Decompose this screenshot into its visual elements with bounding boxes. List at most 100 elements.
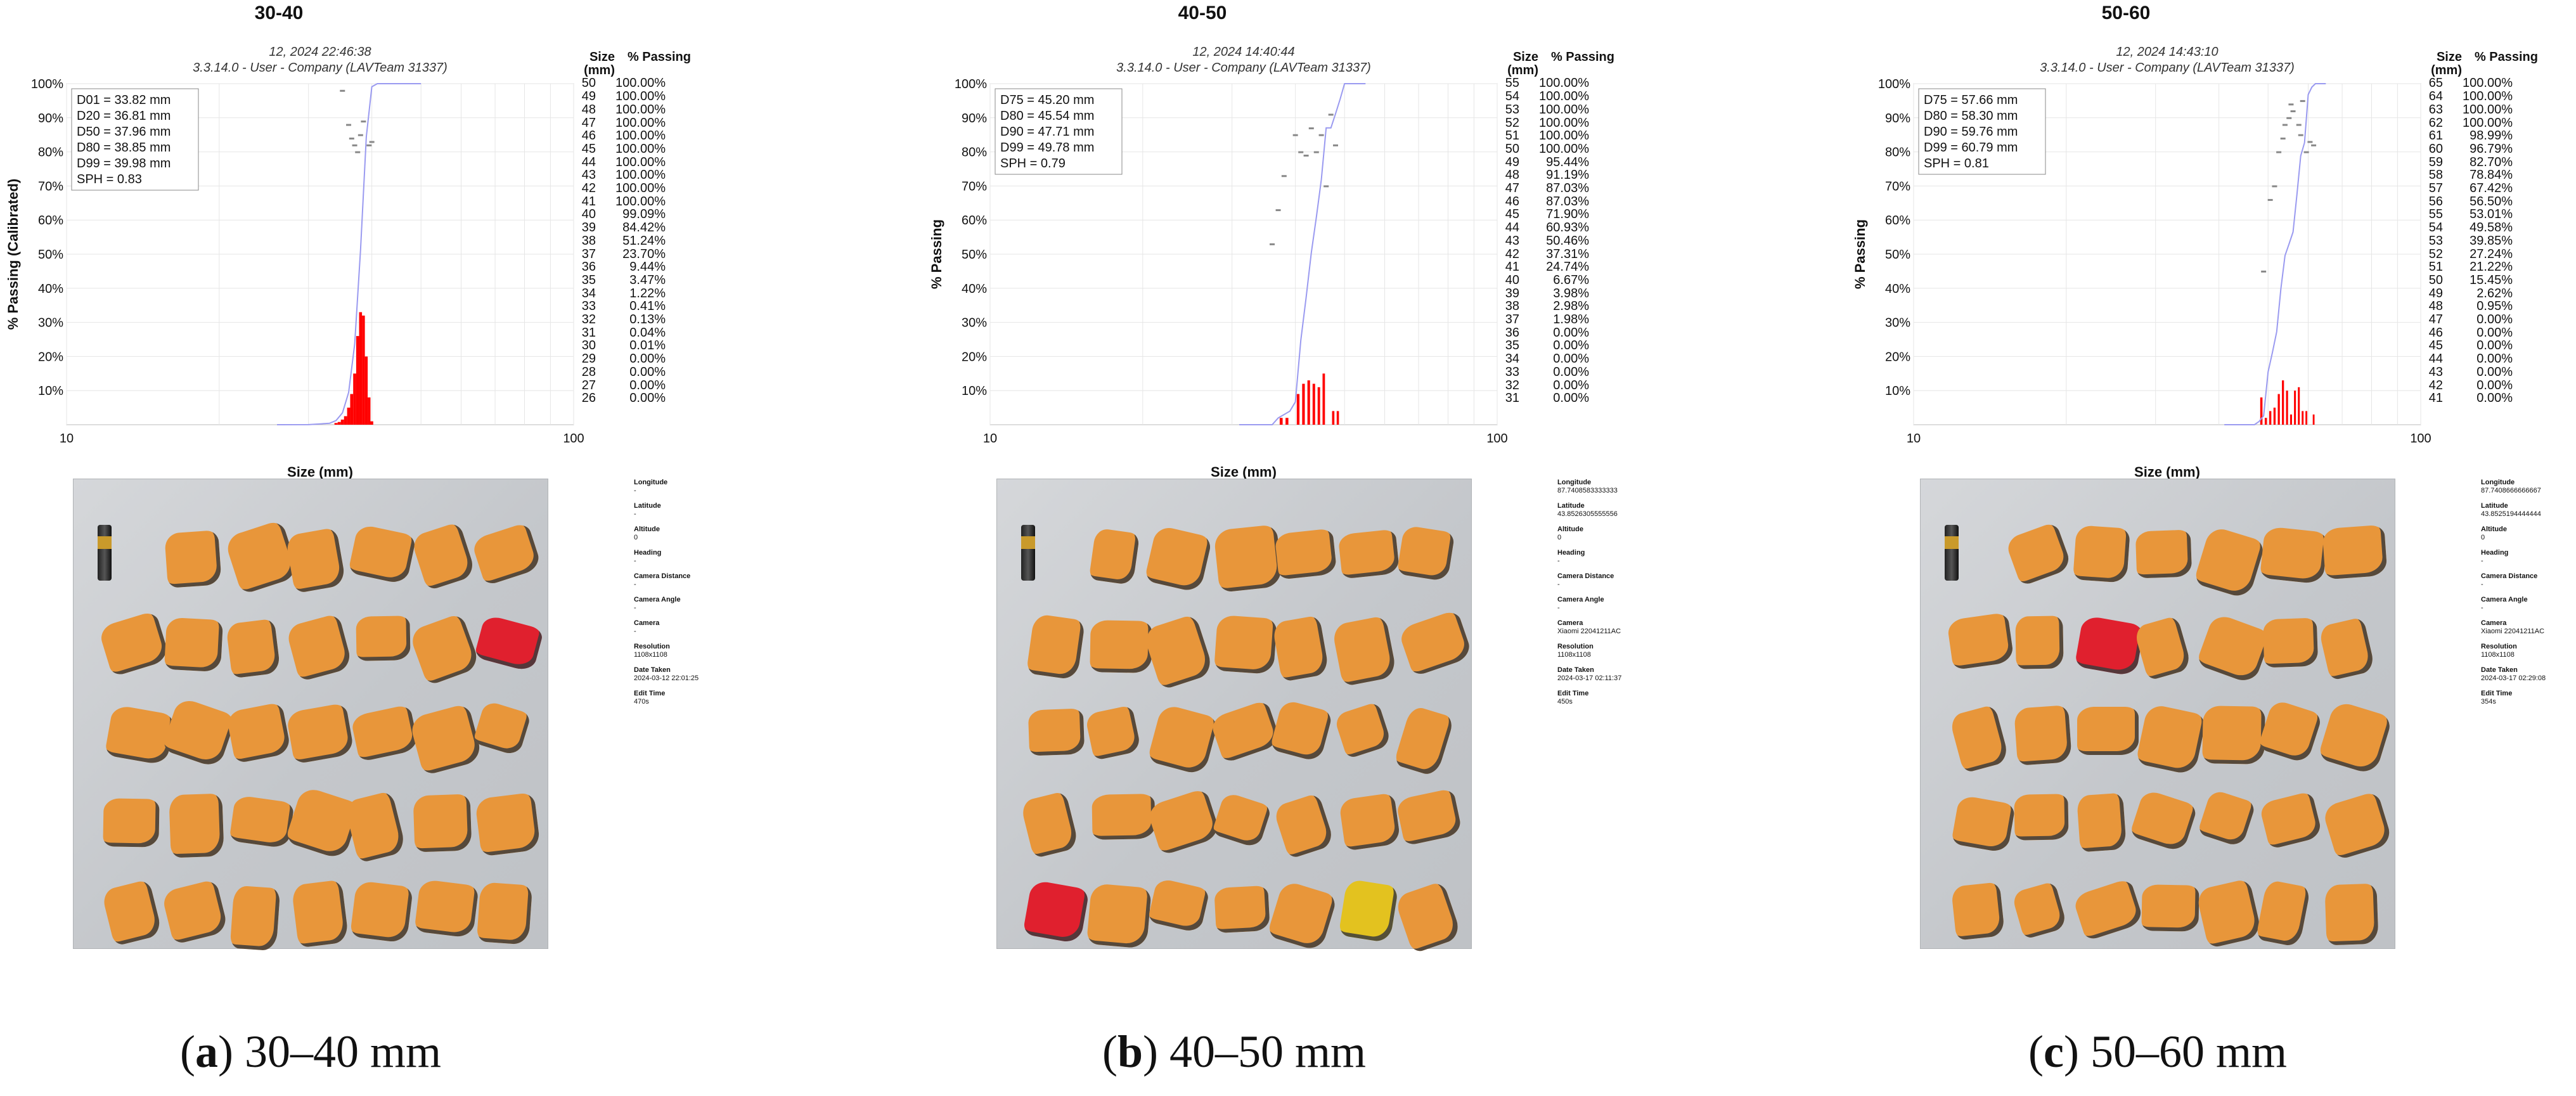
table-row: 55 53.01% [2405, 208, 2538, 221]
chart-header-date: 12, 2024 14:40:44 [1192, 45, 1294, 59]
rock-specimen [229, 794, 295, 849]
rock-specimen [100, 879, 163, 947]
size-cell: 49 [581, 89, 596, 104]
histogram-bar [2273, 408, 2276, 425]
sample-photo [996, 479, 1474, 954]
size-cell: 54 [1505, 89, 1519, 104]
rock-specimen [285, 702, 355, 764]
rock-specimen [1147, 877, 1210, 934]
passing-cell: 100.00% [1539, 76, 1589, 91]
rock-specimen [225, 702, 292, 764]
table-row: 47 100.00% [558, 116, 691, 130]
meta-label: Altitude [1557, 525, 1583, 533]
size-cell: 26 [581, 391, 596, 406]
stat-line: D99 = 49.78 mm [1000, 141, 1094, 155]
histogram-bar [364, 356, 368, 425]
size-cell: 64 [2428, 89, 2443, 104]
rock-specimen [1398, 609, 1474, 677]
size-cell: 27 [581, 378, 596, 392]
meta-value: - [2481, 604, 2483, 612]
table-row: 38 51.24% [558, 235, 691, 248]
passing-cell: 27.24% [2470, 247, 2513, 261]
size-cell: 47 [1505, 181, 1519, 196]
rock-specimen [1331, 615, 1398, 687]
rock-specimen [2317, 700, 2393, 777]
table-row: 53 100.00% [1481, 103, 1614, 117]
y-tick-label: 60% [1885, 214, 1910, 228]
size-cell: 44 [2428, 352, 2443, 366]
scatter-point [1332, 144, 1338, 146]
passing-cell: 0.00% [2476, 364, 2513, 379]
passing-cell: 0.41% [629, 299, 666, 314]
caption-text: 30–40 mm [244, 1026, 441, 1077]
table-row: 35 0.00% [1481, 339, 1614, 352]
y-tick-label: 60% [38, 214, 63, 228]
histogram-bar [1336, 411, 1339, 425]
y-tick-label: 90% [38, 112, 63, 126]
rock-specimen [229, 885, 281, 951]
rock-specimen [226, 618, 281, 679]
table-row: 46 87.03% [1481, 195, 1614, 209]
passing-cell: 100.00% [1539, 89, 1589, 104]
x-axis-label: Size (mm) [287, 464, 353, 480]
histogram-bar [344, 416, 347, 425]
rock-specimen [347, 524, 416, 586]
size-cell: 36 [1505, 325, 1519, 340]
passing-cell: 49.58% [2470, 221, 2513, 235]
scatter-point [2296, 124, 2302, 126]
rock-specimen [1948, 704, 2010, 773]
table-row: 47 0.00% [2405, 313, 2538, 326]
passing-cell: 67.42% [2470, 181, 2513, 196]
rock-specimen [1338, 879, 1398, 943]
panel-b: 40-50 12, 2024 14:40:44 3.3.14.0 - User -… [924, 0, 1779, 1096]
scatter-point [2307, 141, 2313, 143]
passing-cell: 100.00% [615, 102, 666, 117]
rock-specimen [2201, 705, 2265, 764]
table-row: 46 0.00% [2405, 326, 2538, 340]
scatter-point [340, 89, 345, 92]
table-row: 29 0.00% [558, 352, 691, 366]
table-row: 53 39.85% [2405, 235, 2538, 248]
table-row: 52 100.00% [1481, 116, 1614, 130]
passing-cell: 99.09% [622, 207, 666, 222]
size-cell: 45 [1505, 207, 1519, 222]
chart-header-version: 3.3.14.0 - User - Company (LAVTeam 31337… [193, 61, 448, 75]
meta-value: Xiaomi 22041211AC [2481, 628, 2545, 635]
scatter-point [366, 144, 372, 146]
scatter-point [2303, 151, 2309, 153]
stats-box: D75 = 57.66 mm D80 = 58.30 mm D90 = 59.76 … [1918, 88, 2046, 175]
table-row: 41 100.00% [558, 195, 691, 209]
passing-cell: 0.00% [1553, 378, 1589, 392]
rock-specimen [103, 798, 160, 848]
grid-lines [66, 83, 574, 425]
histogram-bar [1312, 384, 1315, 425]
table-row: 45 71.90% [1481, 208, 1614, 221]
y-tick-label: 10% [962, 384, 987, 398]
stat-line: D80 = 58.30 mm [1924, 109, 2018, 123]
histogram-bar [1285, 418, 1289, 425]
table-row: 51 21.22% [2405, 261, 2538, 274]
table-row: 60 96.79% [2405, 143, 2538, 156]
battery-scale-reference [98, 525, 112, 581]
rock-specimen [1337, 529, 1400, 579]
meta-value: - [634, 628, 636, 635]
rock-specimen [476, 881, 532, 945]
y-tick-label: 30% [962, 316, 987, 330]
table-row: 26 0.00% [558, 392, 691, 405]
table-row: 36 0.00% [1481, 326, 1614, 340]
table-row: 46 100.00% [558, 129, 691, 143]
histogram-bar [1317, 387, 1320, 425]
sample-photo [73, 479, 548, 951]
y-tick-label: 10% [38, 384, 63, 398]
passing-cell: 82.70% [2470, 155, 2513, 169]
rock-specimen [1269, 699, 1334, 763]
rock-specimen [1027, 708, 1085, 756]
size-cell: 40 [1505, 273, 1519, 287]
stat-line: D75 = 57.66 mm [1924, 93, 2018, 107]
rock-specimen [1022, 879, 1090, 944]
table-row: 42 37.31% [1481, 247, 1614, 261]
table-header: Size (mm) % Passing [2405, 51, 2538, 77]
y-tick-label: 80% [1885, 146, 1910, 160]
gradation-chart: 12, 2024 14:43:10 3.3.14.0 - User - Compa… [1852, 45, 2431, 480]
scatter-point [1292, 134, 1298, 136]
